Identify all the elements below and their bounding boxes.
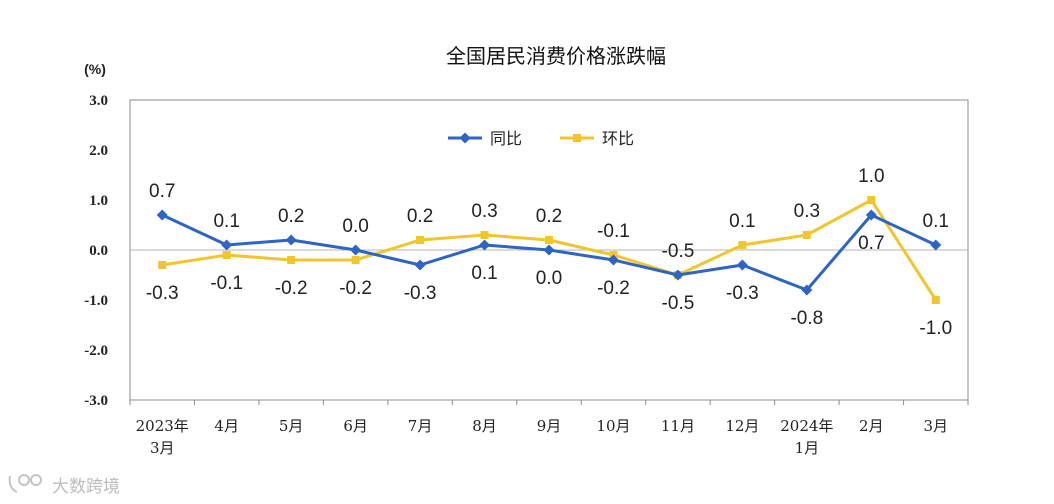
y-tick-label: 3.0 bbox=[89, 93, 108, 109]
x-tick-label: 8月 bbox=[472, 417, 497, 435]
y-tick-label: 0.0 bbox=[89, 243, 108, 259]
watermark: 大数跨境 bbox=[8, 474, 120, 497]
data-point bbox=[351, 256, 360, 264]
x-tick-label: 11月 bbox=[661, 417, 695, 435]
data-label: -0.2 bbox=[339, 278, 372, 299]
x-tick-label: 5月 bbox=[279, 417, 304, 435]
data-point bbox=[414, 259, 426, 271]
data-label: 0.3 bbox=[794, 201, 820, 222]
data-label: 0.0 bbox=[536, 268, 562, 289]
y-axis: 3.0 2.0 1.0 0.0 -1.0 -2.0 -3.0 bbox=[84, 93, 968, 409]
data-label: -0.2 bbox=[275, 278, 308, 299]
data-label: -0.1 bbox=[597, 221, 630, 242]
y-tick-label: 1.0 bbox=[89, 193, 108, 209]
x-tick-label: 3月 bbox=[923, 417, 948, 435]
data-point bbox=[672, 269, 684, 281]
data-label: -0.8 bbox=[790, 308, 823, 329]
series-0 bbox=[156, 209, 942, 296]
data-label: 0.2 bbox=[536, 206, 562, 227]
data-label: -0.3 bbox=[404, 283, 437, 304]
data-point bbox=[543, 244, 555, 256]
x-axis: 2023年 3月 4月 5月 6月 7月 8月 9月 10月 11月 12月 2024年 1月 2月 3月 bbox=[129, 400, 969, 457]
legend-marker bbox=[573, 134, 581, 142]
data-point bbox=[738, 241, 747, 249]
legend-label: 环比 bbox=[602, 129, 634, 148]
chart-title: 全国居民消费价格涨跌幅 bbox=[446, 44, 666, 68]
data-point bbox=[607, 254, 619, 266]
data-point bbox=[222, 251, 231, 259]
x-tick-label: 1月 bbox=[795, 439, 820, 457]
data-point bbox=[158, 261, 167, 269]
data-label: 0.7 bbox=[149, 181, 175, 202]
data-label: -0.3 bbox=[146, 283, 179, 304]
legend-label: 同比 bbox=[490, 129, 522, 148]
data-labels: 0.7 0.1 0.2 0.0 -0.3 0.1 0.0 -0.2 -0.5 -0.3 -0.8 0.… bbox=[146, 166, 952, 339]
x-tick-label: 2024年 bbox=[780, 417, 833, 435]
data-point bbox=[221, 239, 233, 251]
x-tick-label: 3月 bbox=[150, 439, 175, 457]
data-label: -1.0 bbox=[919, 318, 952, 339]
y-tick-label: 2.0 bbox=[89, 143, 108, 159]
data-point bbox=[801, 284, 813, 296]
series-group: 0.7 0.1 0.2 0.0 -0.3 0.1 0.0 -0.2 -0.5 -0.3 -0.8 0.… bbox=[146, 166, 952, 339]
y-axis-unit: (%) bbox=[84, 61, 106, 77]
data-point bbox=[930, 239, 942, 251]
watermark-text: 大数跨境 bbox=[52, 477, 120, 497]
x-tick-label: 4月 bbox=[214, 417, 239, 435]
data-label: 0.3 bbox=[471, 201, 497, 222]
data-point bbox=[416, 236, 425, 244]
data-label: 0.0 bbox=[342, 216, 368, 237]
x-tick-label: 7月 bbox=[408, 417, 433, 435]
legend: 同比 环比 bbox=[448, 129, 634, 148]
data-point bbox=[285, 234, 297, 246]
data-label: -0.5 bbox=[662, 241, 695, 262]
data-label: -0.3 bbox=[726, 283, 759, 304]
data-point bbox=[156, 209, 168, 221]
data-label: 1.0 bbox=[858, 166, 884, 187]
data-label: 0.2 bbox=[278, 206, 304, 227]
x-tick-label: 9月 bbox=[537, 417, 562, 435]
data-label: -0.1 bbox=[210, 273, 243, 294]
data-point bbox=[479, 239, 491, 251]
x-tick-label: 12月 bbox=[725, 417, 759, 435]
data-point bbox=[545, 236, 553, 244]
data-label: 0.1 bbox=[471, 263, 497, 284]
x-tick-label: 2023年 bbox=[136, 417, 189, 435]
x-tick-label: 6月 bbox=[343, 417, 368, 435]
data-label: -0.2 bbox=[597, 278, 630, 299]
data-point bbox=[865, 209, 877, 221]
data-point bbox=[480, 231, 489, 239]
y-tick-label: -2.0 bbox=[84, 343, 108, 359]
data-label: 0.1 bbox=[213, 211, 239, 232]
data-label: 0.1 bbox=[729, 211, 755, 232]
logo-glyph-icon bbox=[8, 474, 42, 493]
data-label: 0.1 bbox=[923, 211, 949, 232]
x-tick-label: 2月 bbox=[859, 417, 884, 435]
data-point bbox=[867, 196, 876, 204]
data-label: 0.2 bbox=[407, 206, 433, 227]
data-point bbox=[802, 231, 811, 239]
data-point bbox=[350, 244, 362, 256]
y-tick-label: -3.0 bbox=[84, 393, 108, 409]
data-point bbox=[287, 256, 296, 264]
data-label: 0.7 bbox=[858, 233, 884, 254]
x-tick-label: 10月 bbox=[596, 417, 630, 435]
legend-marker bbox=[459, 132, 471, 144]
y-tick-label: -1.0 bbox=[84, 293, 108, 309]
data-label: -0.5 bbox=[662, 293, 695, 314]
data-point bbox=[736, 259, 748, 271]
data-point bbox=[931, 296, 940, 304]
